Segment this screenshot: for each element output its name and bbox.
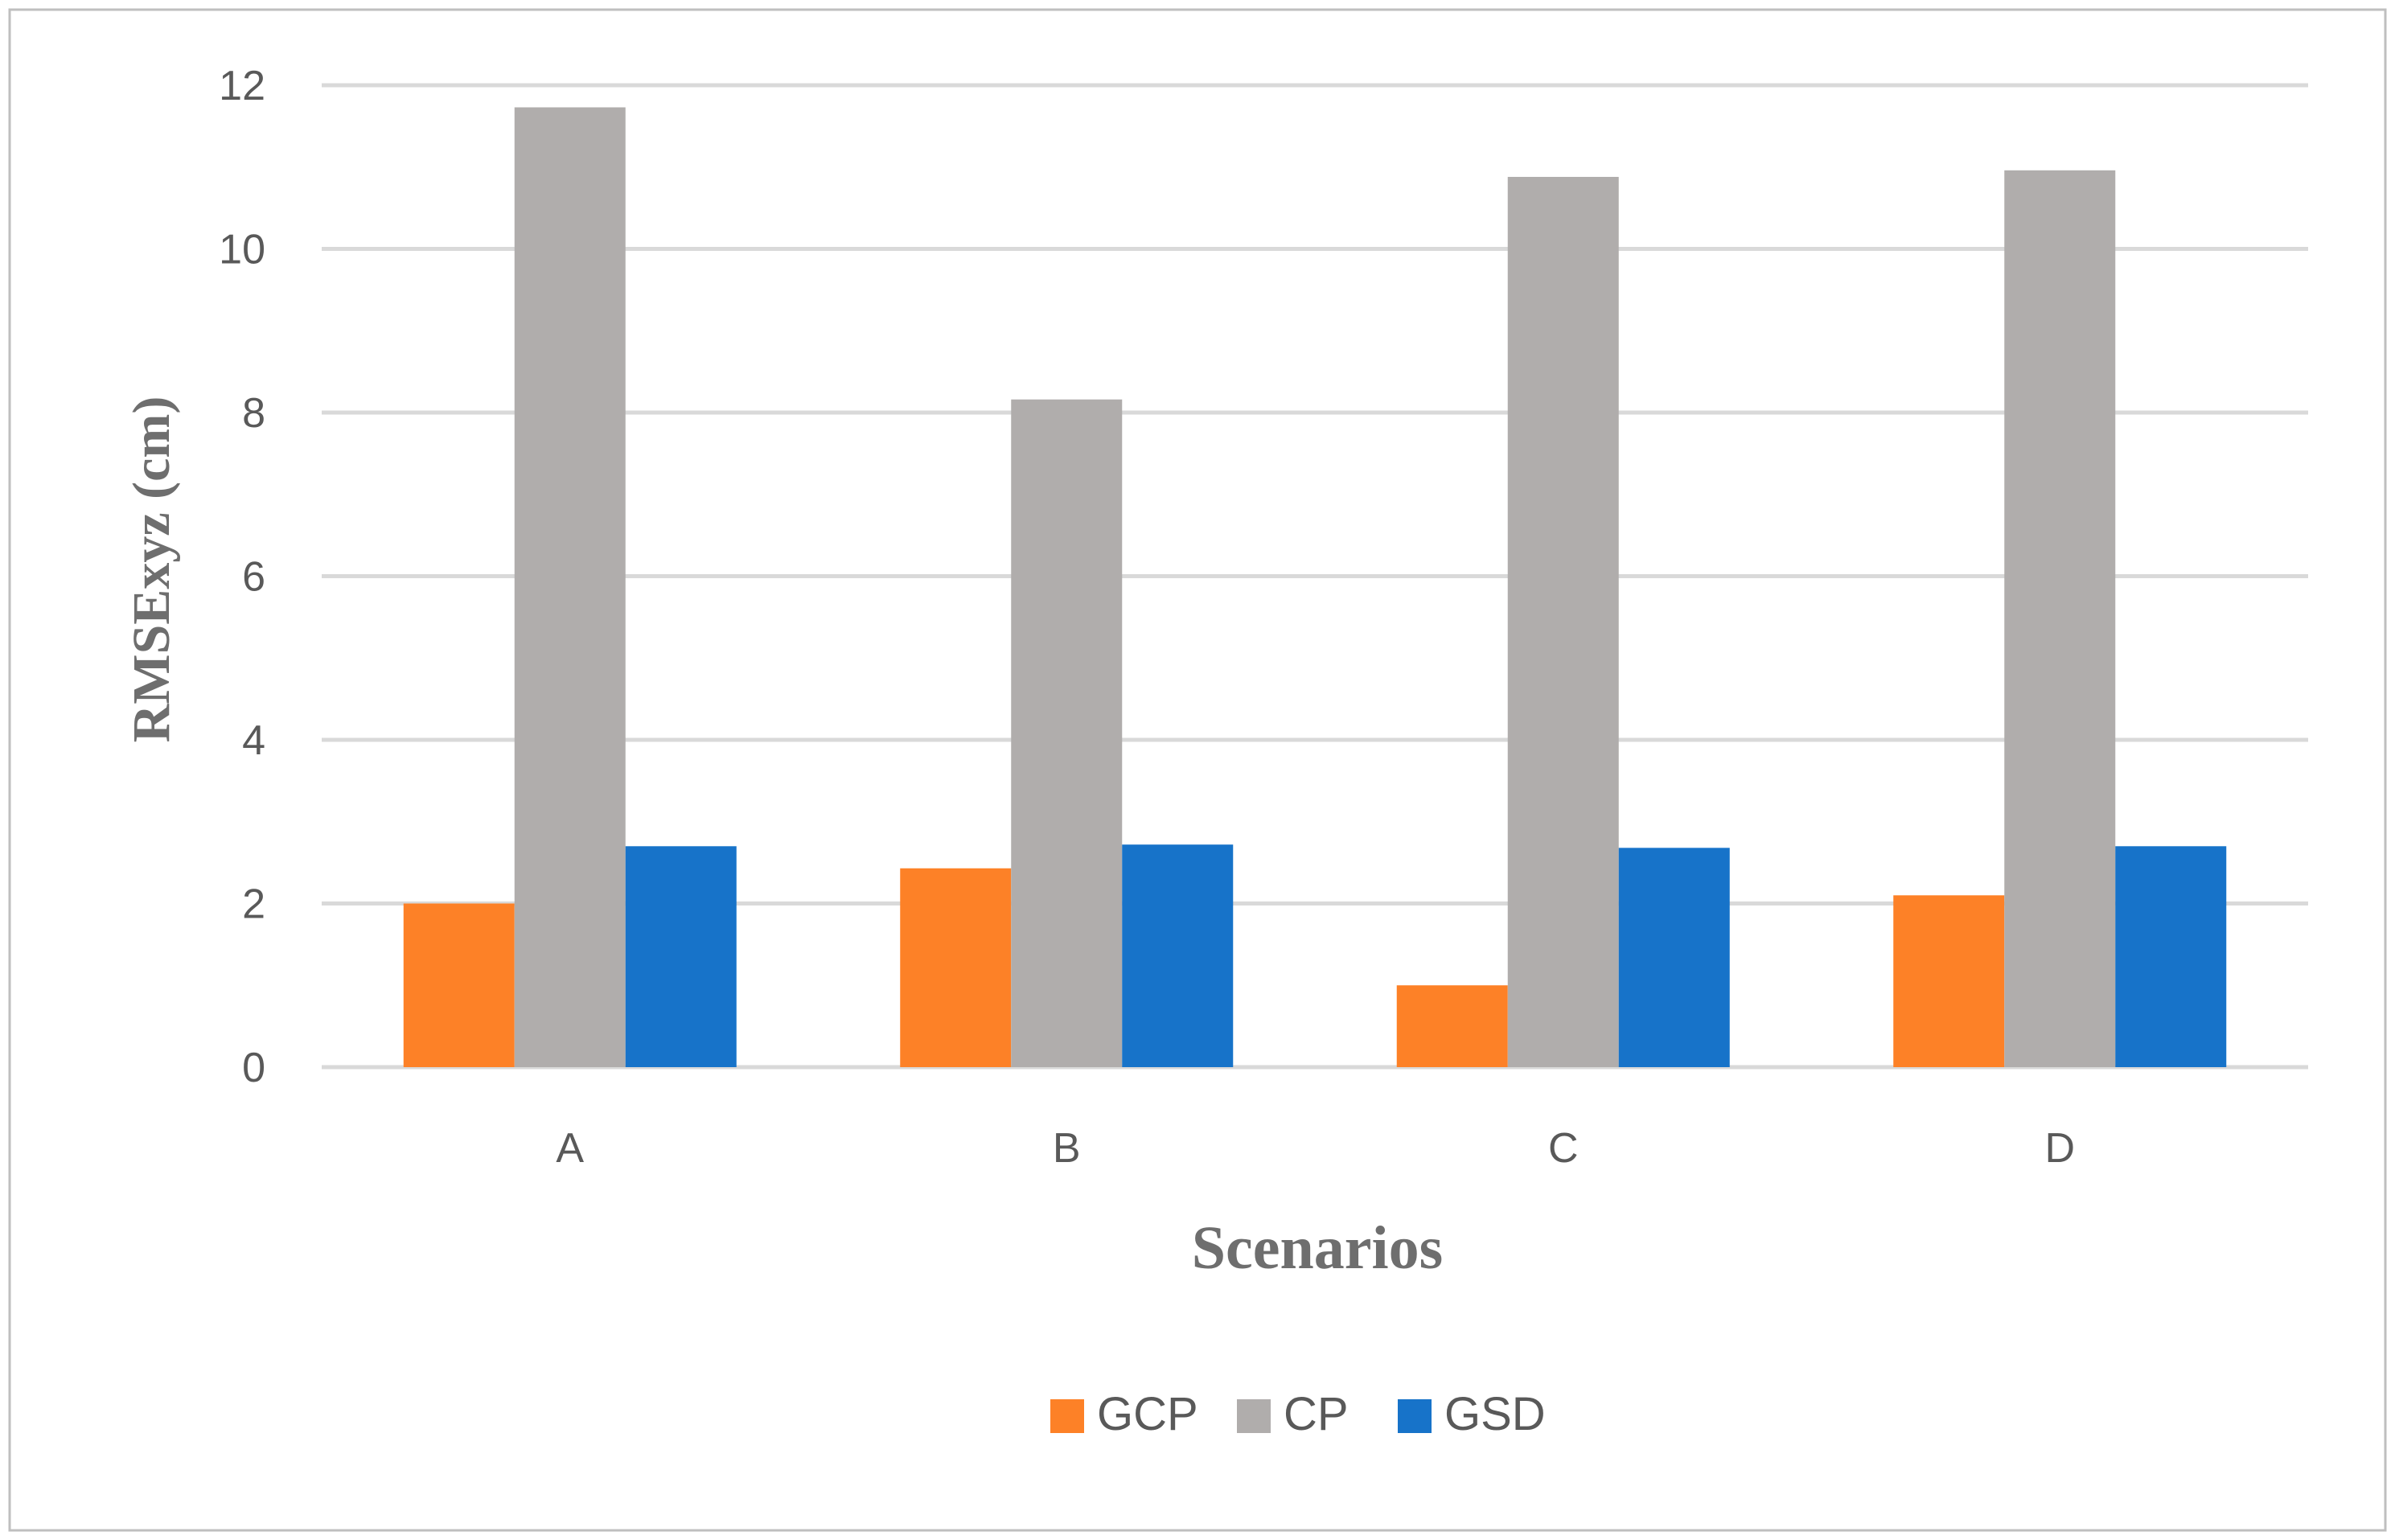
y-axis-title: RMSExyz (cm) (122, 396, 181, 743)
bars (403, 107, 2227, 1068)
y-tick-label: 8 (242, 390, 265, 437)
legend-label-cp: CP (1284, 1388, 1349, 1440)
bar-gsd-a (625, 846, 737, 1067)
x-axis-title: Scenarios (1192, 1214, 1443, 1282)
y-tick-label: 10 (219, 227, 265, 273)
bar-cp-d (2004, 170, 2116, 1067)
bar-gcp-c (1396, 985, 1508, 1067)
y-tick-label: 4 (242, 717, 265, 764)
bar-cp-a (514, 107, 626, 1067)
legend-label-gcp: GCP (1097, 1388, 1198, 1440)
y-tick-label: 12 (219, 63, 265, 109)
x-tick-label: C (1548, 1125, 1579, 1172)
chart-border (8, 8, 2387, 1532)
bar-gcp-d (1893, 895, 2005, 1067)
x-tick-label: B (1053, 1125, 1081, 1172)
bar-gcp-a (403, 903, 515, 1067)
x-axis-ticks: A B C D (556, 1125, 2075, 1172)
legend-swatch-cp (1237, 1399, 1271, 1433)
bar-cp-c (1507, 176, 1619, 1068)
x-tick-label: D (2044, 1125, 2075, 1172)
y-tick-label: 2 (242, 881, 265, 928)
x-tick-label: A (556, 1125, 584, 1172)
bar-gsd-b (1122, 844, 1234, 1067)
y-tick-label: 6 (242, 554, 265, 601)
legend-label-gsd: GSD (1444, 1388, 1546, 1440)
bar-gsd-d (2115, 846, 2227, 1067)
y-tick-label: 0 (242, 1045, 265, 1091)
bar-gcp-b (900, 868, 1012, 1067)
legend-swatch-gsd (1398, 1399, 1432, 1433)
legend-swatch-gcp (1050, 1399, 1084, 1433)
bar-cp-b (1011, 399, 1123, 1068)
bar-gsd-c (1618, 848, 1730, 1067)
y-axis-ticks: 0 2 4 6 8 10 12 (219, 63, 265, 1091)
legend: GCP CP GSD (1050, 1388, 1546, 1440)
